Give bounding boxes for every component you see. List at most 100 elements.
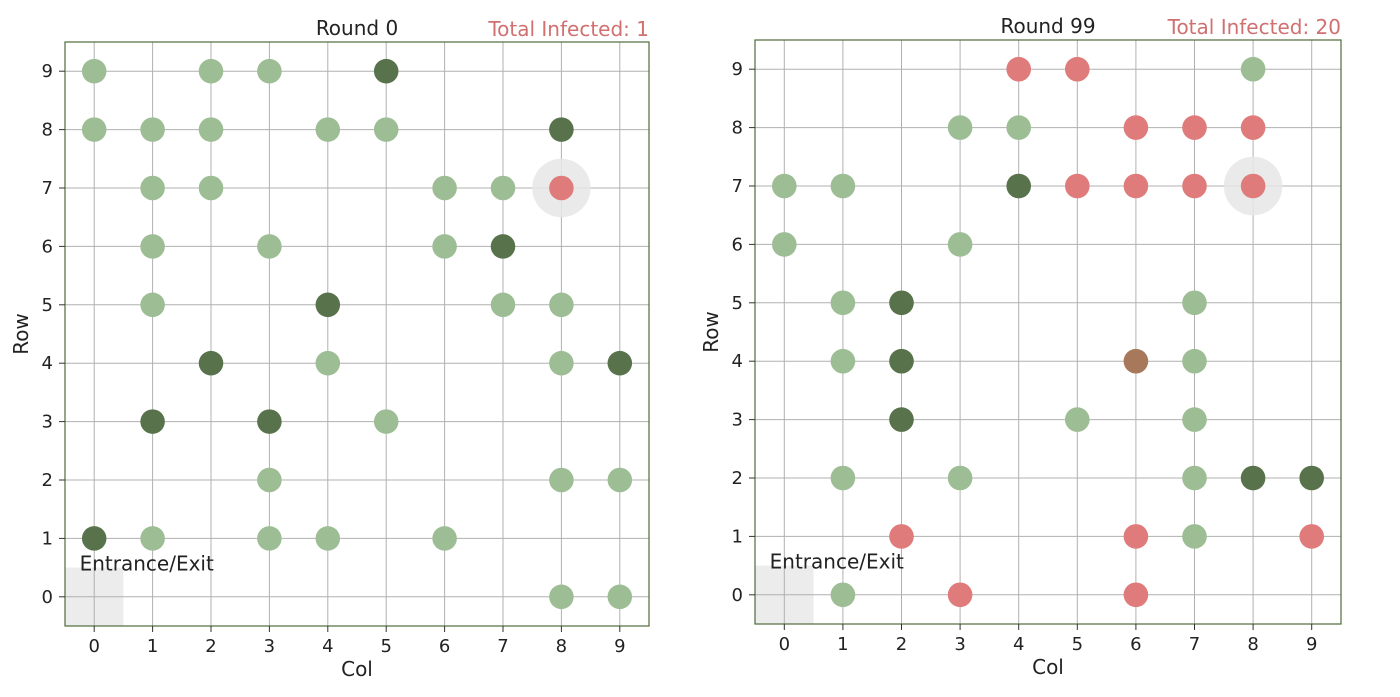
person-healthy: [1240, 56, 1266, 82]
x-axis-label: Col: [1032, 655, 1064, 679]
person-healthy: [198, 175, 224, 201]
person-immune: [607, 350, 633, 376]
person-healthy: [315, 350, 341, 376]
person-immune: [549, 117, 574, 142]
person-healthy: [830, 465, 856, 491]
person-healthy: [549, 292, 574, 318]
plot-frame: [64, 41, 650, 627]
person-healthy: [830, 348, 856, 374]
x-tick-label: 5: [1072, 634, 1083, 655]
y-tick-label: 4: [732, 351, 743, 372]
y-tick-label: 5: [42, 295, 53, 316]
person-healthy: [140, 234, 165, 259]
x-axis-label: Col: [341, 657, 373, 681]
person-healthy: [432, 526, 457, 551]
person-healthy: [947, 232, 973, 257]
person-healthy: [830, 582, 856, 608]
person-infected: [1299, 524, 1325, 549]
person-immune: [889, 290, 914, 316]
person-healthy: [947, 115, 973, 140]
round-0-panel: 0 1 2 3 4 5 6 7 8 9 0 1 2 3 4 5 6 7 8 9 Col Row Round 0 Total I…: [9, 16, 650, 681]
person-healthy: [549, 350, 574, 376]
round-title: Round 99: [1000, 14, 1095, 38]
person-healthy: [1006, 115, 1032, 140]
person-healthy: [81, 58, 107, 84]
y-tick-label: 9: [42, 61, 53, 82]
person-infected: [1006, 56, 1032, 82]
person-healthy: [1182, 290, 1207, 316]
person-healthy: [140, 526, 165, 551]
y-tick-label: 6: [42, 236, 53, 257]
person-healthy: [257, 526, 282, 551]
y-tick-label: 1: [42, 528, 53, 549]
person-healthy: [1182, 348, 1207, 374]
person-healthy: [1182, 407, 1207, 432]
x-tick-label: 0: [88, 636, 99, 657]
y-tick-label: 8: [732, 118, 743, 139]
person-immune: [1299, 465, 1325, 491]
x-tick-label: 6: [439, 636, 450, 657]
person-healthy: [140, 175, 165, 201]
person-healthy: [490, 292, 516, 318]
person-healthy: [549, 584, 574, 610]
person-healthy: [830, 173, 856, 199]
person-immune: [889, 407, 914, 432]
person-healthy: [140, 292, 165, 318]
x-tick-label: 9: [614, 636, 625, 657]
x-tick-label: 2: [205, 636, 216, 657]
person-healthy: [1064, 407, 1090, 432]
entrance-exit-label: Entrance/Exit: [80, 552, 214, 576]
person-infected: [1064, 173, 1090, 199]
x-tick-label: 6: [1130, 634, 1141, 655]
person-healthy: [771, 173, 797, 199]
person-healthy: [140, 117, 165, 142]
person-infected: [1123, 582, 1149, 608]
y-tick-label: 6: [732, 234, 743, 255]
person-infected: [889, 524, 914, 549]
y-tick-label: 0: [42, 587, 53, 608]
person-healthy: [771, 232, 797, 257]
y-tick-label: 2: [732, 468, 743, 489]
x-tick-label: 3: [954, 634, 965, 655]
x-tick-label: 1: [147, 636, 158, 657]
total-infected-label: Total Infected: 1: [487, 17, 649, 41]
person-infected: [1123, 115, 1149, 140]
x-tick-label: 0: [779, 634, 790, 655]
person-healthy: [607, 584, 633, 610]
person-immune: [257, 409, 282, 434]
person-healthy: [1182, 524, 1207, 549]
person-immune: [198, 350, 224, 376]
person-healthy: [947, 465, 973, 491]
person-healthy: [1182, 465, 1207, 491]
person-immune: [140, 409, 165, 434]
y-tick-label: 7: [732, 176, 743, 197]
person-healthy: [432, 175, 457, 201]
person-healthy: [549, 467, 574, 493]
y-axis-label: Row: [699, 311, 723, 353]
person-healthy: [607, 467, 633, 493]
round-title: Round 0: [316, 16, 398, 40]
person-immune: [315, 292, 341, 318]
person-infected: [1182, 173, 1207, 199]
person-healthy: [198, 58, 224, 84]
person-healthy: [315, 526, 341, 551]
x-tick-label: 3: [264, 636, 275, 657]
total-infected-label: Total Infected: 20: [1167, 15, 1341, 39]
person-infected: [947, 582, 973, 608]
person-infected: [1240, 173, 1266, 199]
x-tick-label: 7: [497, 636, 508, 657]
person-healthy: [198, 117, 224, 142]
round-99-panel: 0 1 2 3 4 5 6 7 8 9 0 1 2 3 4 5 6 7 8 9 Col Row Round 99 Total …: [699, 14, 1342, 679]
person-healthy: [373, 117, 399, 142]
plot-frame: [754, 39, 1342, 625]
x-tick-label: 5: [380, 636, 391, 657]
person-healthy: [490, 175, 516, 201]
x-tick-label: 4: [322, 636, 333, 657]
y-axis-label: Row: [9, 313, 33, 355]
person-healthy: [257, 234, 282, 259]
y-tick-label: 5: [732, 293, 743, 314]
y-tick-label: 1: [732, 526, 743, 547]
x-tick-label: 2: [896, 634, 907, 655]
y-tick-label: 3: [42, 412, 53, 433]
